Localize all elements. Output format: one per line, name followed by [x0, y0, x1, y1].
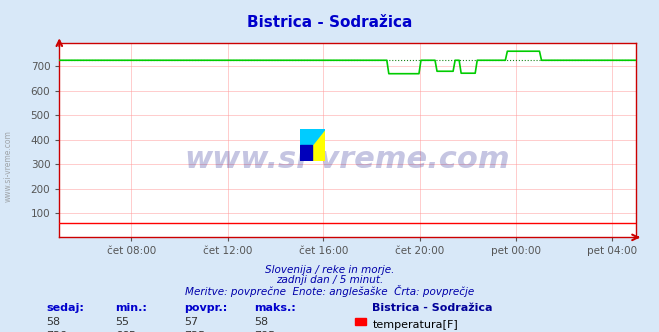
Text: Slovenija / reke in morje.: Slovenija / reke in morje.	[265, 265, 394, 275]
Text: min.:: min.:	[115, 303, 147, 313]
Text: 58: 58	[254, 317, 268, 327]
Text: 725: 725	[185, 331, 206, 332]
Text: sedaj:: sedaj:	[46, 303, 84, 313]
Text: 58: 58	[46, 317, 60, 327]
Text: 57: 57	[185, 317, 198, 327]
Text: maks.:: maks.:	[254, 303, 295, 313]
Text: 795: 795	[254, 331, 275, 332]
Text: povpr.:: povpr.:	[185, 303, 228, 313]
Text: www.si-vreme.com: www.si-vreme.com	[4, 130, 13, 202]
Polygon shape	[300, 129, 325, 161]
Text: 665: 665	[115, 331, 136, 332]
Text: www.si-vreme.com: www.si-vreme.com	[185, 145, 511, 174]
Text: temperatura[F]: temperatura[F]	[372, 320, 458, 330]
Text: Bistrica - Sodražica: Bistrica - Sodražica	[372, 303, 493, 313]
Bar	[355, 318, 366, 325]
Polygon shape	[300, 129, 325, 161]
Text: 55: 55	[115, 317, 129, 327]
Text: zadnji dan / 5 minut.: zadnji dan / 5 minut.	[276, 275, 383, 285]
Polygon shape	[300, 145, 312, 161]
Text: Meritve: povprečne  Enote: anglešaške  Črta: povprečje: Meritve: povprečne Enote: anglešaške Črt…	[185, 285, 474, 296]
Text: 729: 729	[46, 331, 67, 332]
Text: Bistrica - Sodražica: Bistrica - Sodražica	[247, 15, 412, 30]
